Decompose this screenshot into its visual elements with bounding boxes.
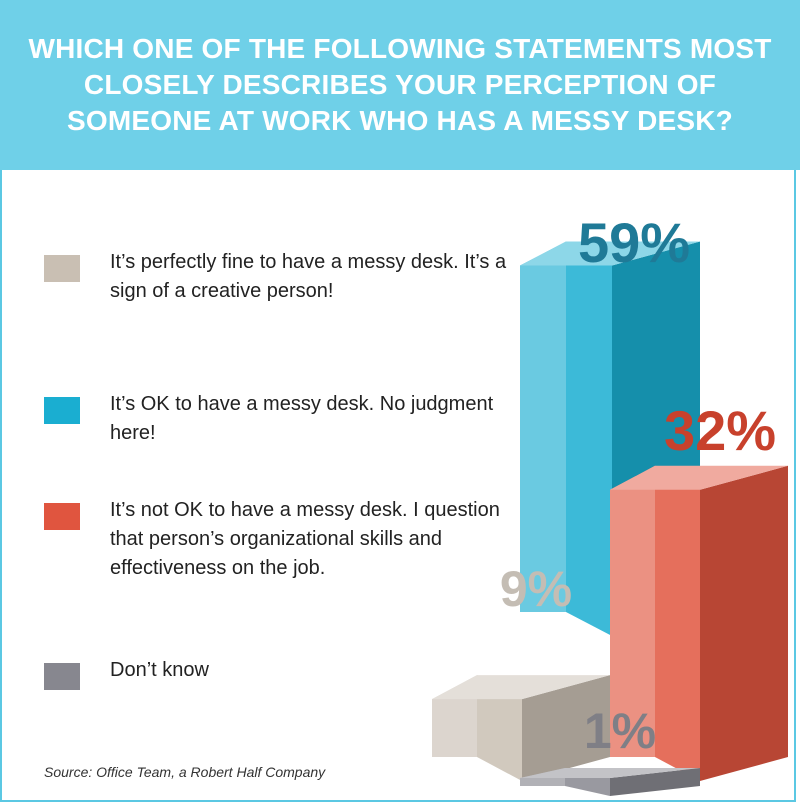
bar-creative-right-face (522, 675, 610, 781)
bar-creative-top (432, 675, 610, 700)
source-note: Source: Office Team, a Robert Half Compa… (44, 764, 326, 780)
legend-label-creative: It’s perfectly fine to have a messy desk… (110, 251, 507, 302)
bar-not-ok-left-face (610, 465, 655, 757)
legend-swatch-creative (44, 255, 80, 282)
legend-item-ok: It’s OK to have a messy desk. No judgmen… (44, 390, 510, 448)
data-label-dont-know: 1% (584, 703, 656, 759)
bar-dont-know-top (520, 768, 700, 778)
bar-not-ok-right-face (700, 465, 788, 781)
legend-label-dont-know: Don’t know (110, 659, 209, 681)
chart-title: WHICH ONE OF THE FOLLOWING STATEMENTS MO… (28, 33, 772, 136)
title-banner: WHICH ONE OF THE FOLLOWING STATEMENTS MO… (0, 0, 800, 170)
data-label-creative: 9% (500, 561, 572, 617)
legend-item-dont-know: Don’t know (44, 656, 510, 690)
data-label-ok: 59% (578, 211, 690, 274)
bar-ok-left-face (520, 241, 566, 612)
bar-ok-left-mid-face (566, 241, 612, 636)
bar-ok-top (520, 241, 700, 266)
bar-not-ok-left-mid-face (655, 465, 700, 781)
legend-item-not-ok: It’s not OK to have a messy desk. I ques… (44, 496, 510, 583)
bar-not-ok-top (610, 465, 788, 490)
legend-swatch-not-ok (44, 503, 80, 530)
data-label-not-ok: 32% (664, 399, 776, 462)
bar-creative-left-mid-face (477, 675, 522, 781)
legend-label-ok: It’s OK to have a messy desk. No judgmen… (110, 393, 494, 444)
legend-swatch-dont-know (44, 663, 80, 690)
legend-item-creative: It’s perfectly fine to have a messy desk… (44, 248, 510, 306)
legend-swatch-ok (44, 397, 80, 424)
legend-label-not-ok: It’s not OK to have a messy desk. I ques… (110, 499, 500, 579)
bar-dont-know-right-face (610, 768, 700, 796)
